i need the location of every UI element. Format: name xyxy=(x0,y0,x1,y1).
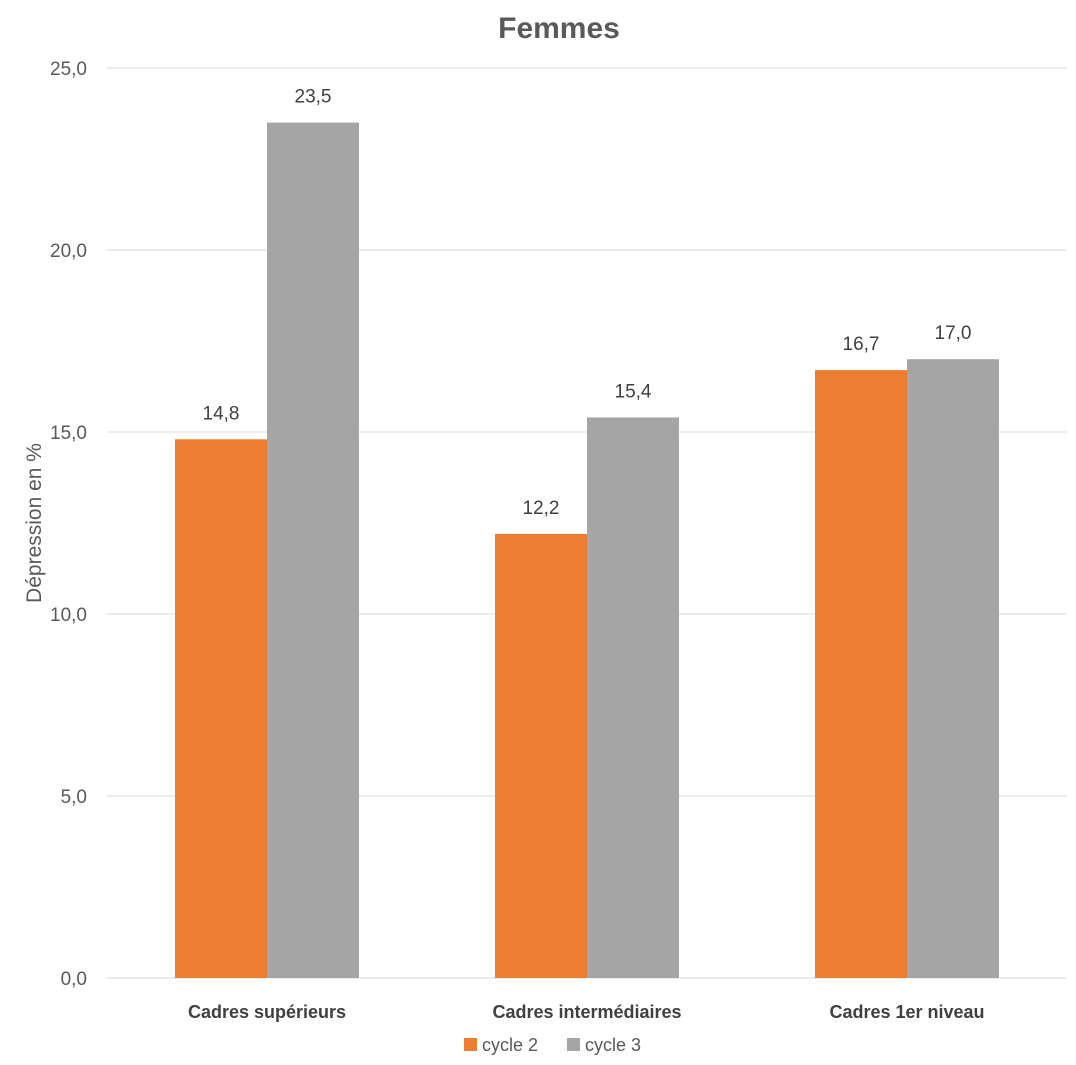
data-labels: 14,8 23,5 12,2 15,4 16,7 17,0 xyxy=(203,87,972,519)
data-label: 23,5 xyxy=(295,87,332,108)
legend: cycle 2 cycle 3 xyxy=(464,1035,641,1055)
y-axis-title: Dépression en % xyxy=(23,443,46,603)
bar-cycle-2 xyxy=(495,533,587,978)
legend-swatch xyxy=(567,1038,580,1051)
y-tick-label: 20,0 xyxy=(50,241,87,262)
y-tick-label: 0,0 xyxy=(61,969,87,990)
y-tick-label: 5,0 xyxy=(61,787,87,808)
bar-cycle-3 xyxy=(587,417,679,978)
legend-label: cycle 3 xyxy=(585,1035,641,1055)
bar-cycle-3 xyxy=(907,359,999,978)
chart-title: Femmes xyxy=(498,12,620,45)
bars xyxy=(175,122,999,979)
data-label: 16,7 xyxy=(843,334,880,355)
data-label: 12,2 xyxy=(523,498,560,519)
data-label: 15,4 xyxy=(615,381,652,402)
y-tick-label: 25,0 xyxy=(50,59,87,80)
data-label: 17,0 xyxy=(935,323,972,344)
y-tick-label: 15,0 xyxy=(50,423,87,444)
bar-cycle-2 xyxy=(175,439,267,978)
x-axis-categories: Cadres supérieurs Cadres intermédiaires Ca… xyxy=(188,1002,985,1022)
category-label: Cadres 1er niveau xyxy=(829,1002,984,1022)
category-label: Cadres supérieurs xyxy=(188,1002,346,1022)
data-label: 14,8 xyxy=(203,403,240,424)
bar-cycle-2 xyxy=(815,370,907,978)
category-label: Cadres intermédiaires xyxy=(492,1002,681,1022)
legend-label: cycle 2 xyxy=(482,1035,538,1055)
y-tick-label: 10,0 xyxy=(50,605,87,626)
y-axis-ticks: 0,0 5,0 10,0 15,0 20,0 25,0 xyxy=(50,59,87,990)
bar-cycle-3 xyxy=(267,122,359,979)
legend-swatch xyxy=(464,1038,477,1051)
